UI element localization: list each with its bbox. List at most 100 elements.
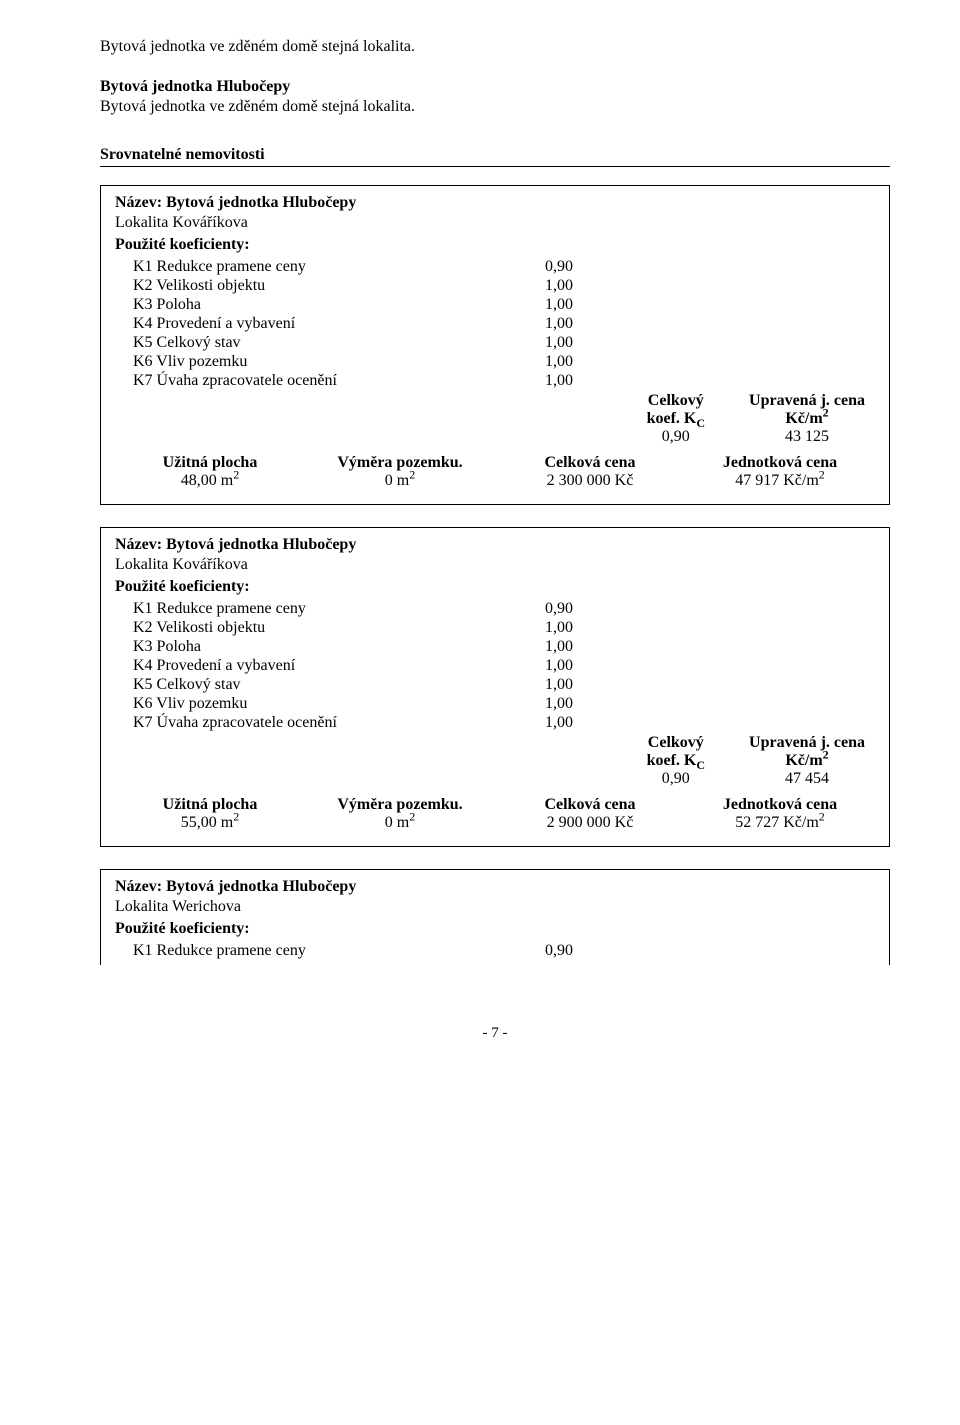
summary-row: Užitná plocha 55,00 m2 Výměra pozemku. 0…: [115, 796, 875, 832]
coef-label: K4 Provedení a vybavení: [133, 657, 483, 675]
right-col-l1: Upravená j. cena: [749, 392, 865, 410]
coef-value: 1,00: [483, 296, 573, 314]
coef-value: 1,00: [483, 676, 573, 694]
summary-col: Výměra pozemku. 0 m2: [305, 454, 495, 490]
right-col-l1: Upravená j. cena: [749, 734, 865, 752]
coef-row: K4 Provedení a vybavení1,00: [115, 657, 875, 675]
summary-head: Jednotková cena: [685, 796, 875, 814]
intro-line-3: Bytová jednotka ve zděném domě stejná lo…: [100, 98, 890, 116]
coef-row: K3 Poloha1,00: [115, 296, 875, 314]
coef-value: 0,90: [483, 600, 573, 618]
right-col-l2b: C: [696, 416, 705, 430]
section-title: Srovnatelné nemovitosti: [100, 144, 890, 167]
right-col-coef: Celkový koef. KC 0,90: [647, 734, 705, 788]
coef-row: K6 Vliv pozemku1,00: [115, 353, 875, 371]
coef-value: 1,00: [483, 695, 573, 713]
right-col-coef: Celkový koef. KC 0,90: [647, 392, 705, 446]
summary-val-b: 2: [819, 809, 825, 823]
box-locality: Lokalita Werichova: [115, 898, 875, 916]
summary-val: 0 m2: [305, 472, 495, 490]
right-col-l2a: koef. K: [647, 752, 697, 769]
coef-value: 0,90: [483, 258, 573, 276]
coef-label: K3 Poloha: [133, 296, 483, 314]
summary-val-b: 2: [409, 809, 415, 823]
coef-label: K6 Vliv pozemku: [133, 353, 483, 371]
summary-col: Užitná plocha 55,00 m2: [115, 796, 305, 832]
summary-val-b: 2: [409, 467, 415, 481]
summary-head: Výměra pozemku.: [305, 796, 495, 814]
right-col-price: Upravená j. cena Kč/m2 47 454: [749, 734, 865, 788]
summary-head: Užitná plocha: [115, 796, 305, 814]
right-col-l3: 0,90: [647, 428, 705, 446]
coef-row: K5 Celkový stav1,00: [115, 676, 875, 694]
summary-val-b: 2: [819, 467, 825, 481]
summary-val-a: 47 917 Kč/m: [735, 472, 819, 489]
intro-line-1: Bytová jednotka ve zděném domě stejná lo…: [100, 38, 890, 56]
coef-row: K1 Redukce pramene ceny0,90: [115, 600, 875, 618]
summary-val: 0 m2: [305, 814, 495, 832]
intro-line-2: Bytová jednotka Hlubočepy: [100, 78, 890, 96]
summary-col: Výměra pozemku. 0 m2: [305, 796, 495, 832]
summary-val-a: 0 m: [385, 814, 409, 831]
box-used-label: Použité koeficienty:: [115, 236, 875, 254]
coef-value: 1,00: [483, 315, 573, 333]
coef-value: 1,00: [483, 638, 573, 656]
coef-row: K3 Poloha1,00: [115, 638, 875, 656]
right-col-l2a: Kč/m: [785, 410, 822, 427]
box-title: Název: Bytová jednotka Hlubočepy: [115, 194, 875, 212]
summary-val-a: 52 727 Kč/m: [735, 814, 819, 831]
box-locality: Lokalita Kováříkova: [115, 556, 875, 574]
coef-label: K2 Velikosti objektu: [133, 277, 483, 295]
coef-label: K3 Poloha: [133, 638, 483, 656]
right-col-l2: koef. KC: [647, 752, 705, 770]
summary-val: 2 900 000 Kč: [495, 814, 685, 832]
coef-value: 1,00: [483, 277, 573, 295]
summary-col: Jednotková cena 52 727 Kč/m2: [685, 796, 875, 832]
summary-val: 52 727 Kč/m2: [685, 814, 875, 832]
coef-row: K7 Úvaha zpracovatele ocenění1,00: [115, 372, 875, 390]
right-col-l3: 43 125: [749, 428, 865, 446]
coef-label: K1 Redukce pramene ceny: [133, 600, 483, 618]
right-block: Celkový koef. KC 0,90 Upravená j. cena K…: [115, 392, 865, 446]
coef-row: K4 Provedení a vybavení1,00: [115, 315, 875, 333]
right-col-l2a: koef. K: [647, 410, 697, 427]
intro-block: Bytová jednotka ve zděném domě stejná lo…: [100, 38, 890, 116]
summary-col: Celková cena 2 900 000 Kč: [495, 796, 685, 832]
coef-label: K5 Celkový stav: [133, 676, 483, 694]
summary-head: Celková cena: [495, 796, 685, 814]
coef-label: K1 Redukce pramene ceny: [133, 942, 483, 960]
coef-value: 1,00: [483, 619, 573, 637]
right-col-l2b: 2: [823, 747, 829, 761]
summary-col: Jednotková cena 47 917 Kč/m2: [685, 454, 875, 490]
right-col-l2b: 2: [823, 405, 829, 419]
right-col-l2: koef. KC: [647, 410, 705, 428]
right-col-l3: 47 454: [749, 770, 865, 788]
right-col-price: Upravená j. cena Kč/m2 43 125: [749, 392, 865, 446]
coef-row: K2 Velikosti objektu1,00: [115, 277, 875, 295]
summary-head: Celková cena: [495, 454, 685, 472]
summary-col: Celková cena 2 300 000 Kč: [495, 454, 685, 490]
coef-row: K6 Vliv pozemku1,00: [115, 695, 875, 713]
right-col-l3: 0,90: [647, 770, 705, 788]
coef-label: K5 Celkový stav: [133, 334, 483, 352]
summary-head: Výměra pozemku.: [305, 454, 495, 472]
summary-col: Užitná plocha 48,00 m2: [115, 454, 305, 490]
property-box: Název: Bytová jednotka Hlubočepy Lokalit…: [100, 869, 890, 965]
coef-value: 1,00: [483, 353, 573, 371]
summary-head: Jednotková cena: [685, 454, 875, 472]
coef-label: K7 Úvaha zpracovatele ocenění: [133, 714, 483, 732]
property-box: Název: Bytová jednotka Hlubočepy Lokalit…: [100, 527, 890, 847]
coef-row: K1 Redukce pramene ceny0,90: [115, 258, 875, 276]
right-col-l1: Celkový: [647, 392, 705, 410]
right-col-l2: Kč/m2: [749, 752, 865, 770]
coef-label: K4 Provedení a vybavení: [133, 315, 483, 333]
summary-val-b: 2: [233, 467, 239, 481]
box-title: Název: Bytová jednotka Hlubočepy: [115, 878, 875, 896]
summary-val-a: 55,00 m: [181, 814, 233, 831]
summary-val: 55,00 m2: [115, 814, 305, 832]
summary-head: Užitná plocha: [115, 454, 305, 472]
summary-val: 47 917 Kč/m2: [685, 472, 875, 490]
coef-row: K5 Celkový stav1,00: [115, 334, 875, 352]
box-title: Název: Bytová jednotka Hlubočepy: [115, 536, 875, 554]
coef-label: K2 Velikosti objektu: [133, 619, 483, 637]
